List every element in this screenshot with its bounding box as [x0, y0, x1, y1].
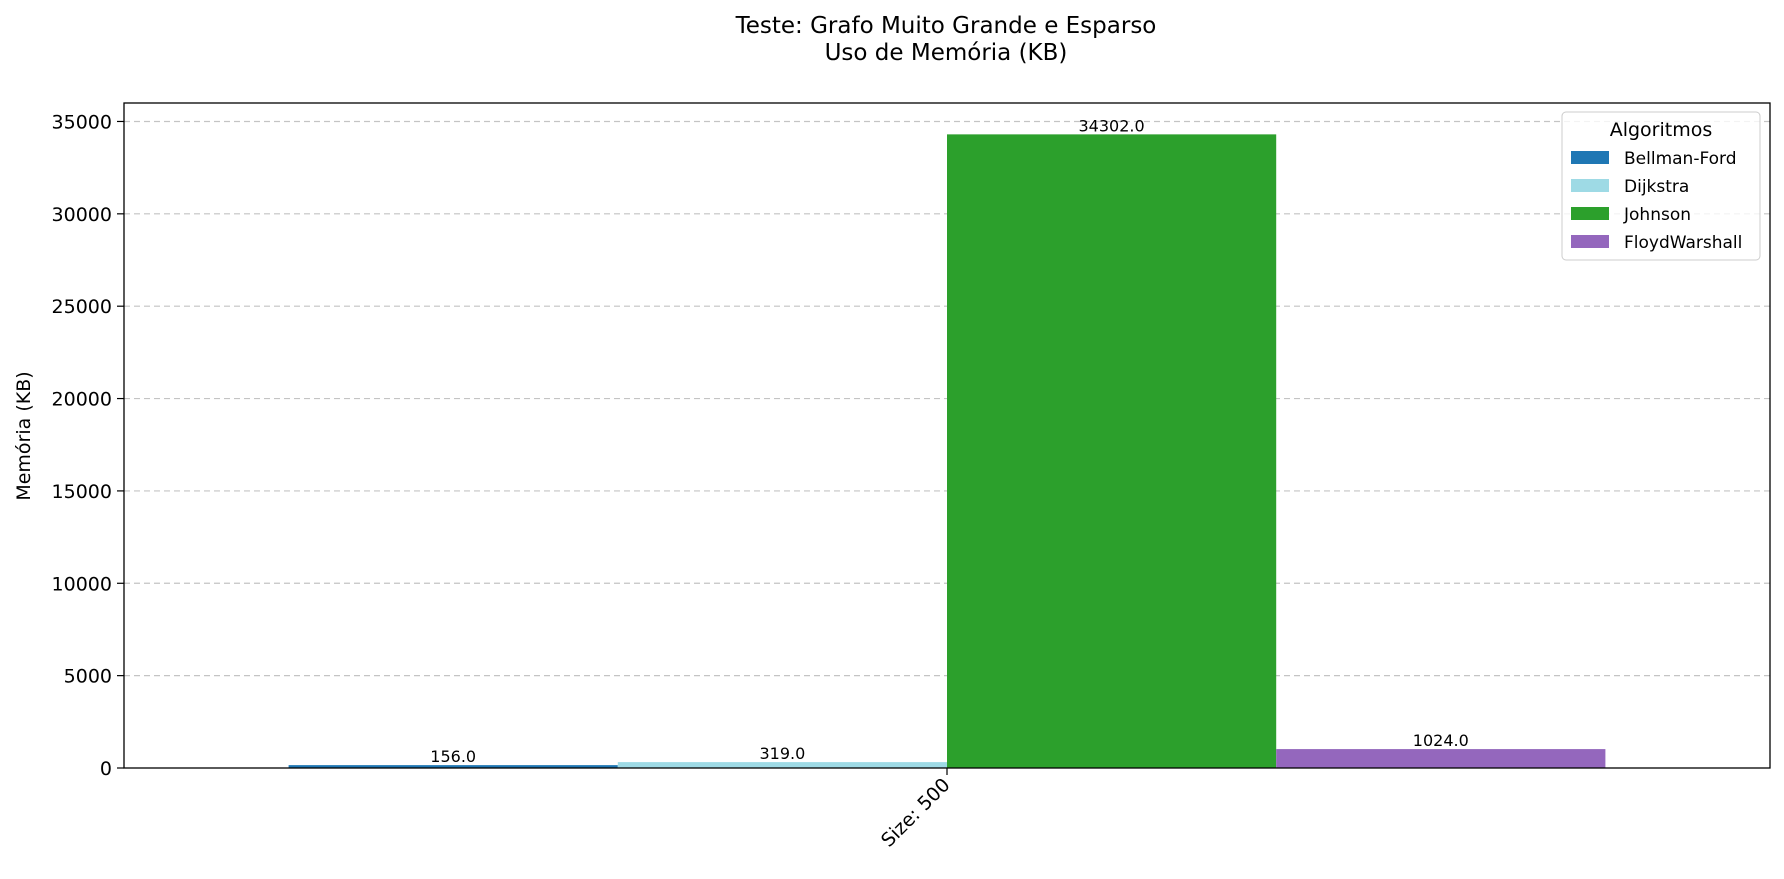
y-tick-label: 20000	[52, 389, 112, 411]
bar-value-label: 1024.0	[1413, 731, 1469, 750]
bar-bellman-ford	[288, 765, 618, 768]
bar-value-label: 156.0	[430, 747, 476, 766]
legend-swatch	[1571, 235, 1609, 248]
legend: Algoritmos Bellman-Ford Dijkstra Johnson Fl…	[1561, 111, 1761, 261]
bars	[288, 134, 1606, 768]
bar-value-label: 34302.0	[1079, 116, 1145, 135]
legend-swatch	[1571, 179, 1609, 192]
y-tick-label: 30000	[52, 204, 112, 226]
legend-label: FloydWarshall	[1624, 233, 1742, 253]
y-tick-label: 35000	[52, 111, 112, 133]
y-tick-label: 10000	[52, 573, 112, 595]
y-tick-label: 25000	[52, 296, 112, 318]
legend-label: Dijkstra	[1624, 177, 1689, 197]
bar-value-labels: 156.0 319.0 34302.0 1024.0	[430, 116, 1468, 766]
chart-subtitle: Uso de Memória (KB)	[825, 40, 1068, 66]
bar-floydwarshall	[1276, 749, 1606, 768]
y-tick-label: 0	[100, 758, 112, 780]
legend-swatch	[1571, 207, 1609, 220]
bar-johnson	[947, 134, 1277, 768]
chart-title: Teste: Grafo Muito Grande e Esparso	[735, 13, 1157, 39]
legend-label: Bellman-Ford	[1624, 149, 1737, 169]
y-tick-label: 5000	[64, 666, 112, 688]
bar-dijkstra	[617, 762, 947, 768]
bar-value-label: 319.0	[759, 744, 805, 763]
y-tick-label: 15000	[52, 481, 112, 503]
legend-label: Johnson	[1623, 205, 1691, 225]
y-axis-label: Memória (KB)	[13, 371, 35, 500]
legend-title: Algoritmos	[1610, 119, 1713, 141]
y-axis: 0 5000 10000 15000 20000 25000 30000 35000	[52, 111, 124, 780]
legend-swatch	[1571, 151, 1609, 164]
legend-box	[1561, 111, 1761, 261]
